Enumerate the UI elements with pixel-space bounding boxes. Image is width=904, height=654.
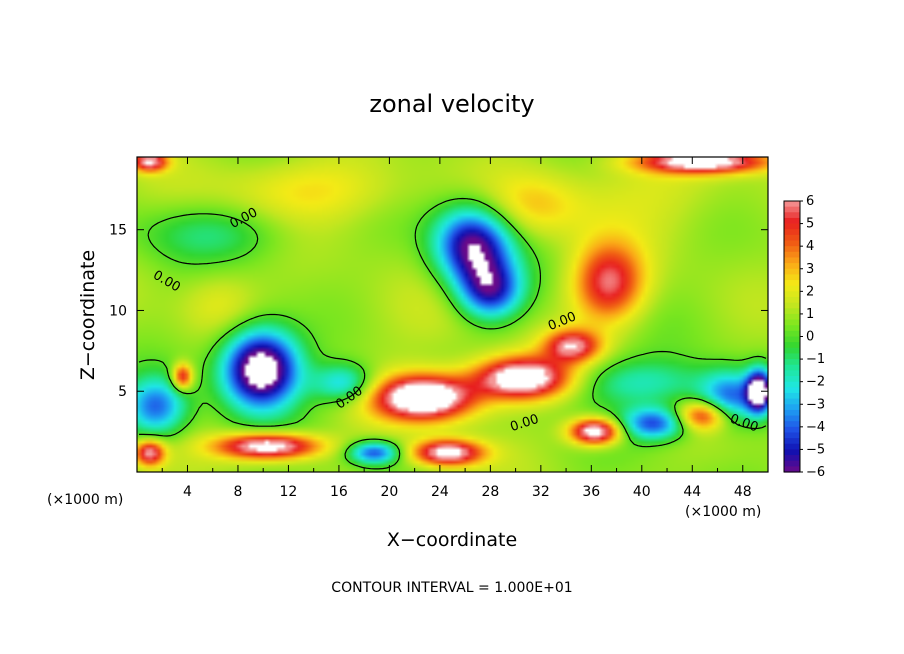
zero-contour-line <box>138 197 767 470</box>
colorbar-swatch <box>784 353 800 360</box>
colorbar-swatch <box>784 280 800 287</box>
x-tick-label: 32 <box>532 484 550 500</box>
colorbar-label: 1 <box>806 307 814 322</box>
colorbar-swatch <box>784 319 800 326</box>
x-unit-left: (×1000 m) <box>47 492 123 508</box>
colorbar-swatch <box>784 359 800 366</box>
colorbar-swatch <box>784 223 800 230</box>
y-tick-label: 15 <box>109 223 127 239</box>
colorbar-swatch <box>784 240 800 247</box>
colorbar-swatch <box>784 313 800 321</box>
colorbar-swatch <box>784 364 800 371</box>
colorbar-swatch <box>784 455 800 462</box>
colorbar-swatch <box>784 296 800 304</box>
colorbar-swatch <box>784 466 800 473</box>
colorbar-swatch <box>784 217 800 225</box>
x-tick-label: 40 <box>633 484 651 500</box>
colorbar-swatch <box>784 376 800 383</box>
y-axis-label: Z−coordinate <box>77 250 99 380</box>
colorbar-swatch <box>784 370 800 377</box>
colorbar-label: 3 <box>806 262 814 277</box>
colorbar-label: −4 <box>806 420 825 435</box>
colorbar-label: −5 <box>806 442 825 457</box>
colorbar-swatch <box>784 438 800 445</box>
colorbar-swatch <box>784 268 800 275</box>
x-tick-label: 4 <box>183 484 192 500</box>
colorbar-swatch <box>784 201 800 208</box>
plot-frame <box>136 156 769 473</box>
colorbar-label: −2 <box>806 375 825 390</box>
colorbar-swatch <box>784 212 800 219</box>
colorbar-swatch <box>784 381 800 388</box>
colorbar-labels: 6 5 4 3 2 1 0 −1 −2 −3 −4 −5 −6 <box>800 194 825 480</box>
colorbar-swatch <box>784 285 800 292</box>
colorbar-label: 5 <box>806 217 814 232</box>
contour-interval-note: CONTOUR INTERVAL = 1.000E+01 <box>331 580 572 596</box>
x-tick-label: 16 <box>330 484 348 500</box>
colorbar-swatch <box>784 246 800 253</box>
colorbar-swatch <box>784 302 800 309</box>
colorbar-swatch <box>784 308 800 315</box>
colorbar-swatch <box>784 432 800 439</box>
colorbar-swatch <box>784 404 800 411</box>
x-tick-label: 12 <box>280 484 298 500</box>
colorbar-swatch <box>784 421 800 428</box>
x-axis: 4 8 12 16 20 24 28 32 36 40 44 48 <box>161 157 752 500</box>
colorbar-swatch <box>784 206 800 213</box>
x-unit-right: (×1000 m) <box>685 504 761 520</box>
colorbar-swatch <box>784 392 800 400</box>
x-tick-label: 20 <box>380 484 398 500</box>
colorbar-swatch <box>784 415 800 422</box>
colorbar: 6 5 4 3 2 1 0 −1 −2 −3 −4 −5 −6 <box>783 194 825 480</box>
colorbar-label: −1 <box>806 352 825 367</box>
colorbar-label: −3 <box>806 397 825 412</box>
colorbar-label: 0 <box>806 330 814 345</box>
x-tick-label: 36 <box>582 484 600 500</box>
colorbar-swatch <box>784 251 800 259</box>
colorbar-swatch <box>784 263 800 270</box>
colorbar-swatch <box>784 426 800 434</box>
colorbar-swatch <box>784 234 800 242</box>
x-tick-label: 24 <box>431 484 449 500</box>
colorbar-swatch <box>784 460 800 467</box>
colorbar-swatch <box>784 443 800 451</box>
velocity-field-heatmap <box>137 157 768 472</box>
plot-area: 0.000.000.000.000.00 0.00 <box>136 156 769 473</box>
chart-title: zonal velocity <box>369 90 534 118</box>
colorbar-swatch <box>784 229 800 236</box>
colorbar-swatch <box>784 336 800 343</box>
x-axis-label: X−coordinate <box>387 529 517 551</box>
colorbar-swatch <box>784 325 800 332</box>
x-tick-label: 48 <box>734 484 752 500</box>
colorbar-label: 2 <box>806 284 814 299</box>
y-tick-label: 5 <box>118 384 127 400</box>
colorbar-swatch <box>784 291 800 298</box>
colorbar-swatch <box>784 330 800 338</box>
colorbar-label: 4 <box>806 239 814 254</box>
x-tick-label: 44 <box>683 484 701 500</box>
zero-contour-layer <box>138 197 767 470</box>
colorbar-swatches <box>784 201 800 473</box>
colorbar-swatch <box>784 398 800 405</box>
colorbar-swatch <box>784 257 800 264</box>
y-tick-label: 10 <box>109 303 127 319</box>
colorbar-swatch <box>784 274 800 281</box>
colorbar-swatch <box>784 342 800 349</box>
colorbar-label: 6 <box>806 194 814 209</box>
colorbar-label: −6 <box>806 465 825 480</box>
y-axis: 5 10 15 <box>109 223 768 400</box>
colorbar-swatch <box>784 409 800 417</box>
colorbar-swatch <box>784 347 800 355</box>
x-tick-label: 28 <box>481 484 499 500</box>
x-tick-label: 8 <box>233 484 242 500</box>
colorbar-swatch <box>784 449 800 456</box>
colorbar-swatch <box>784 387 800 394</box>
